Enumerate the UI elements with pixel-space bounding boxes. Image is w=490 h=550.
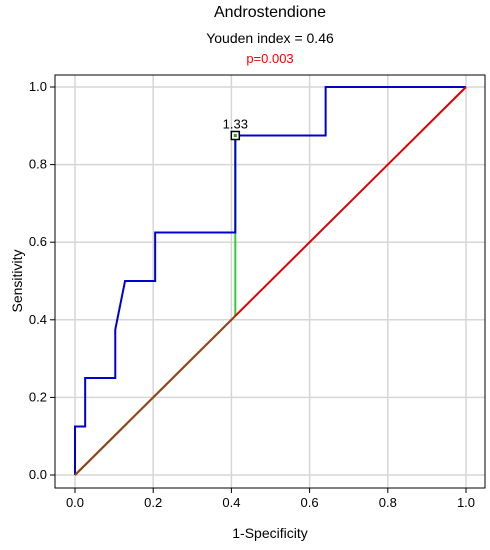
- y-tick-label: 0.4: [29, 312, 47, 327]
- x-tick-label: 0.8: [379, 495, 397, 510]
- y-tick-label: 0.0: [29, 467, 47, 482]
- axis-ticks: 0.0 0.2 0.4 0.6 0.8 1.0 0.0 0.2 0.4 0.6 0.8 1.0: [29, 79, 475, 510]
- plot-frame: [54, 74, 486, 489]
- y-tick-label: 1.0: [29, 79, 47, 94]
- x-axis-label: 1-Specificity: [232, 525, 307, 541]
- cutoff-marker-dot: [233, 134, 237, 137]
- reference-diagonal-lower-segment: [74, 315, 237, 476]
- x-tick-label: 0.4: [222, 495, 240, 510]
- x-tick-label: 0.2: [144, 495, 162, 510]
- x-tick-label: 0.6: [301, 495, 319, 510]
- y-tick-label: 0.2: [29, 389, 47, 404]
- cutoff-label: 1.33: [223, 117, 248, 132]
- y-tick-label: 0.6: [29, 234, 47, 249]
- y-tick-label: 0.8: [29, 157, 47, 172]
- chart-subtitle: Youden index = 0.46: [206, 30, 334, 46]
- x-tick-label: 0.0: [66, 495, 84, 510]
- roc-curve-line: [74, 86, 466, 475]
- x-tick-label: 1.0: [457, 495, 475, 510]
- chart-title: Androstendione: [214, 4, 326, 21]
- grid-lines: [55, 75, 485, 488]
- series-group: 1.33: [74, 86, 467, 476]
- y-axis-label: Sensitivity: [9, 249, 25, 312]
- p-value-label: p=0.003: [246, 51, 293, 66]
